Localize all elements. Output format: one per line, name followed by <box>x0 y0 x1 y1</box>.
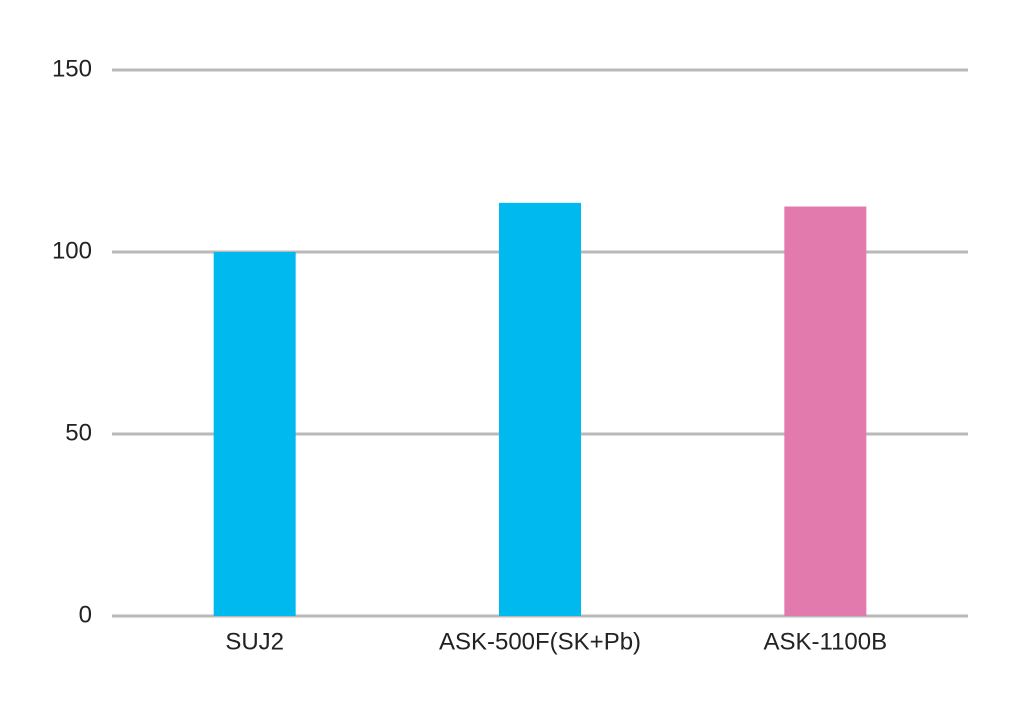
y-tick-label: 100 <box>52 237 92 264</box>
x-tick-label: SUJ2 <box>225 628 284 655</box>
y-tick-label: 0 <box>79 601 92 628</box>
bar <box>499 202 581 617</box>
x-tick-label: ASK-1100B <box>764 628 888 655</box>
bar <box>213 252 296 616</box>
x-tick-label: ASK-500F(SK+Pb) <box>439 628 641 655</box>
bar <box>784 206 867 616</box>
y-tick-label: 150 <box>52 55 92 82</box>
y-tick-label: 50 <box>65 419 92 446</box>
